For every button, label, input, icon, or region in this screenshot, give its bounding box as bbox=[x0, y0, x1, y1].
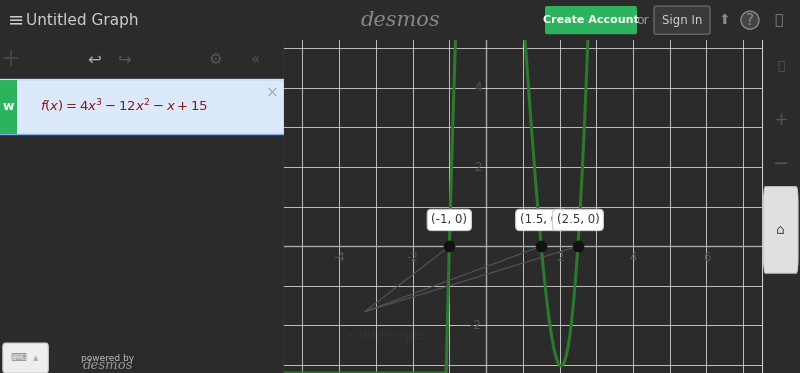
FancyBboxPatch shape bbox=[545, 6, 637, 34]
Text: ↩: ↩ bbox=[86, 50, 101, 68]
Text: ⬆: ⬆ bbox=[718, 13, 730, 27]
Point bbox=[571, 243, 584, 249]
Text: ▲: ▲ bbox=[33, 355, 38, 361]
Text: -2: -2 bbox=[406, 251, 418, 264]
Text: 2: 2 bbox=[556, 251, 563, 264]
Text: $f(x) = 4x^3 - 12x^2 - x + 15$: $f(x) = 4x^3 - 12x^2 - x + 15$ bbox=[40, 97, 208, 115]
FancyBboxPatch shape bbox=[763, 186, 798, 273]
Text: (2.5, 0): (2.5, 0) bbox=[557, 213, 599, 226]
Text: 🌐: 🌐 bbox=[774, 13, 782, 27]
Text: ⌂: ⌂ bbox=[777, 223, 785, 237]
Text: Create Account: Create Account bbox=[543, 15, 639, 25]
Text: (-1, 0): (-1, 0) bbox=[431, 213, 467, 226]
Text: desmos: desmos bbox=[360, 11, 440, 29]
Text: or: or bbox=[637, 14, 650, 26]
Text: −: − bbox=[773, 154, 789, 173]
Text: ?: ? bbox=[746, 13, 754, 28]
FancyBboxPatch shape bbox=[654, 6, 710, 34]
Text: +: + bbox=[774, 111, 788, 129]
Text: ⌨: ⌨ bbox=[10, 353, 26, 363]
Text: 2: 2 bbox=[474, 160, 482, 173]
Text: x-intercepts: x-intercepts bbox=[346, 329, 426, 342]
Point bbox=[534, 243, 547, 249]
Text: «: « bbox=[251, 52, 260, 67]
Text: +: + bbox=[0, 47, 20, 71]
Bar bbox=[0, 79, 17, 134]
Text: desmos: desmos bbox=[82, 359, 133, 372]
Text: 4: 4 bbox=[474, 81, 482, 94]
Text: -4: -4 bbox=[333, 251, 345, 264]
Text: 6: 6 bbox=[702, 251, 710, 264]
FancyBboxPatch shape bbox=[0, 79, 284, 134]
Text: 🔧: 🔧 bbox=[777, 60, 785, 73]
Text: -2: -2 bbox=[470, 319, 482, 332]
Text: ᴡ: ᴡ bbox=[2, 100, 14, 113]
Text: ≡: ≡ bbox=[8, 11, 24, 29]
Text: ↪: ↪ bbox=[118, 50, 132, 68]
Text: Sign In: Sign In bbox=[662, 14, 702, 26]
Point bbox=[443, 243, 456, 249]
FancyBboxPatch shape bbox=[3, 343, 48, 373]
Text: 4: 4 bbox=[630, 251, 637, 264]
Text: ⚙: ⚙ bbox=[209, 52, 222, 67]
Text: Untitled Graph: Untitled Graph bbox=[26, 13, 138, 28]
Text: ×: × bbox=[266, 85, 279, 100]
Text: powered by: powered by bbox=[82, 354, 134, 363]
Text: (1.5, 0): (1.5, 0) bbox=[520, 213, 562, 226]
